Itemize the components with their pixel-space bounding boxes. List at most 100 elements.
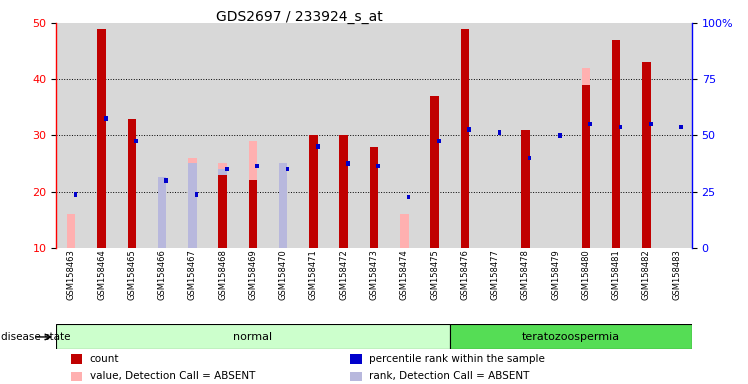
Text: GSM158474: GSM158474 <box>399 249 408 300</box>
Bar <box>128 119 136 248</box>
Text: GSM158466: GSM158466 <box>158 249 167 300</box>
Bar <box>612 40 620 248</box>
Bar <box>268 23 298 248</box>
Text: value, Detection Call = ABSENT: value, Detection Call = ABSENT <box>90 371 255 381</box>
Text: GSM158473: GSM158473 <box>370 249 378 300</box>
Bar <box>286 167 289 171</box>
Bar <box>316 144 319 149</box>
Bar <box>328 23 359 248</box>
Text: count: count <box>90 354 119 364</box>
Bar <box>389 23 420 248</box>
Bar <box>649 122 652 126</box>
Text: GSM158481: GSM158481 <box>612 249 621 300</box>
Bar <box>97 29 105 248</box>
Bar <box>218 164 227 248</box>
Text: GSM158464: GSM158464 <box>97 249 106 300</box>
Bar <box>601 23 631 248</box>
Bar <box>71 372 82 381</box>
Bar <box>350 354 361 364</box>
Bar <box>510 23 541 248</box>
Text: GSM158478: GSM158478 <box>521 249 530 300</box>
Bar <box>497 130 501 135</box>
Bar <box>346 161 350 166</box>
Text: GSM158467: GSM158467 <box>188 249 197 300</box>
Bar <box>279 175 287 248</box>
Bar <box>207 23 238 248</box>
Bar <box>571 23 601 248</box>
Bar <box>619 125 622 129</box>
Bar <box>350 372 361 381</box>
Bar <box>298 23 328 248</box>
Bar <box>86 23 117 248</box>
Bar <box>147 23 177 248</box>
Text: GSM158472: GSM158472 <box>340 249 349 300</box>
Bar <box>582 124 590 248</box>
Bar <box>589 122 592 126</box>
Bar <box>582 85 590 248</box>
Bar <box>177 23 207 248</box>
Bar <box>400 214 408 248</box>
Bar <box>188 158 197 248</box>
Bar <box>73 192 77 197</box>
Bar <box>480 23 510 248</box>
Bar <box>541 23 571 248</box>
Bar <box>248 141 257 248</box>
Bar <box>643 62 651 248</box>
Bar <box>56 324 450 349</box>
Bar <box>601 23 631 248</box>
Bar <box>528 156 531 160</box>
Bar <box>188 164 197 248</box>
Bar <box>541 23 571 248</box>
Text: GSM158476: GSM158476 <box>460 249 469 300</box>
Text: GSM158463: GSM158463 <box>67 249 76 300</box>
Bar <box>430 96 439 248</box>
Text: GSM158475: GSM158475 <box>430 249 439 300</box>
Bar <box>582 68 590 248</box>
Text: normal: normal <box>233 332 272 342</box>
Bar <box>134 139 138 143</box>
Text: GSM158482: GSM158482 <box>642 249 651 300</box>
Bar <box>662 23 692 248</box>
Text: rank, Detection Call = ABSENT: rank, Detection Call = ABSENT <box>369 371 530 381</box>
Bar <box>158 177 166 248</box>
Bar <box>437 139 441 143</box>
Bar <box>268 23 298 248</box>
Bar <box>238 23 268 248</box>
Text: disease state: disease state <box>1 332 70 342</box>
Bar <box>218 169 227 248</box>
Bar <box>207 23 238 248</box>
Bar <box>450 324 692 349</box>
Text: GSM158483: GSM158483 <box>672 249 681 300</box>
Text: GSM158477: GSM158477 <box>491 249 500 300</box>
Bar <box>450 23 480 248</box>
Bar <box>420 23 450 248</box>
Bar <box>340 136 348 248</box>
Bar <box>104 116 108 121</box>
Text: GSM158480: GSM158480 <box>581 249 590 300</box>
Bar <box>218 175 227 248</box>
Bar <box>370 147 378 248</box>
Text: GSM158470: GSM158470 <box>279 249 288 300</box>
Bar <box>407 195 411 199</box>
Bar <box>56 23 86 248</box>
Bar <box>631 23 662 248</box>
Text: GSM158468: GSM158468 <box>218 249 227 300</box>
Text: GSM158465: GSM158465 <box>127 249 136 300</box>
Text: GDS2697 / 233924_s_at: GDS2697 / 233924_s_at <box>216 10 382 23</box>
Bar <box>359 23 389 248</box>
Bar <box>510 23 541 248</box>
Text: teratozoospermia: teratozoospermia <box>522 332 620 342</box>
Bar <box>468 127 471 132</box>
Bar <box>480 23 510 248</box>
Bar <box>679 125 683 129</box>
Bar <box>450 23 480 248</box>
Bar <box>389 23 420 248</box>
Text: GSM158469: GSM158469 <box>248 249 257 300</box>
Bar <box>420 23 450 248</box>
Bar <box>56 23 86 248</box>
Bar <box>521 130 530 248</box>
Bar <box>248 180 257 248</box>
Bar <box>359 23 389 248</box>
Bar <box>71 354 82 364</box>
Bar <box>117 23 147 248</box>
